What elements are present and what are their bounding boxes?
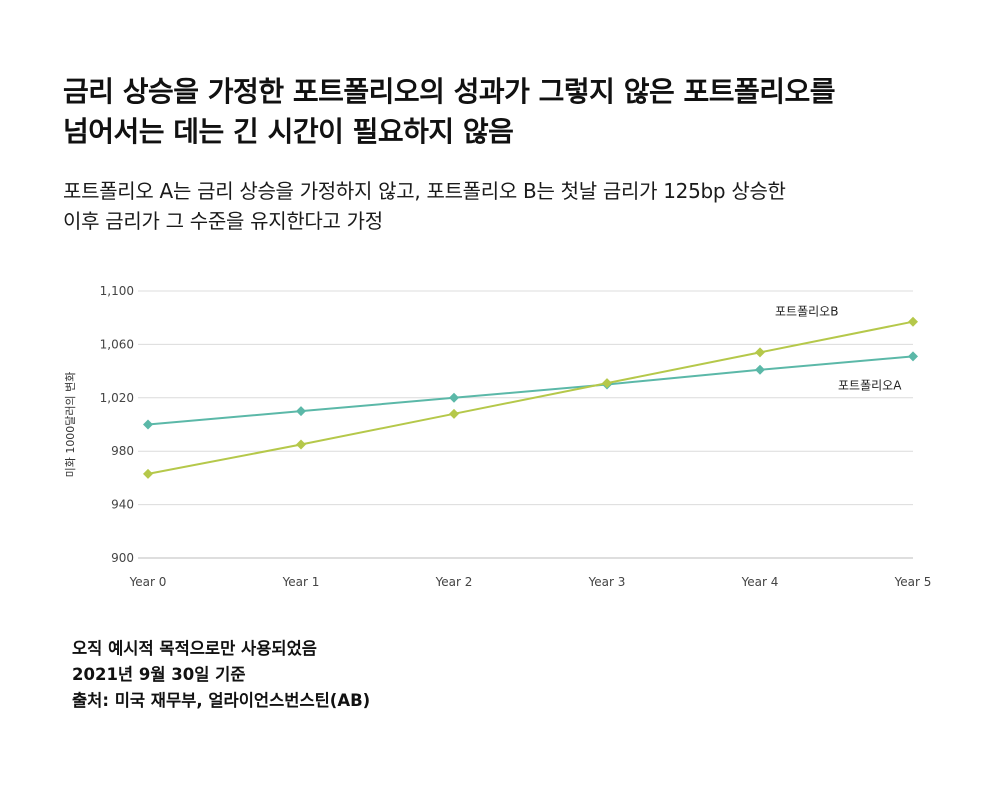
data-point — [296, 439, 306, 450]
footer: 오직 예시적 목적으로만 사용되었음 2021년 9월 30일 기준 출처: 미… — [72, 636, 370, 714]
footer-source: 출처: 미국 재무부, 얼라이언스번스틴(AB) — [72, 691, 371, 710]
x-tick-label: Year 0 — [129, 575, 167, 589]
subtitle-line-2: 이후 금리가 그 수준을 유지한다고 가정 — [63, 209, 383, 233]
x-tick-label: Year 1 — [282, 575, 320, 589]
title-line-2: 넘어서는 데는 긴 시간이 필요하지 않음 — [63, 115, 514, 148]
data-point — [296, 406, 306, 417]
data-point — [143, 468, 153, 479]
y-axis-label: 미화 1000달러의 변화 — [64, 372, 77, 478]
data-point — [755, 364, 765, 375]
y-tick-label: 940 — [111, 498, 134, 512]
x-tick-label: Year 5 — [894, 575, 932, 589]
y-tick-label: 1,060 — [100, 337, 134, 351]
footer-date: 2021년 9월 30일 기준 — [72, 665, 246, 684]
data-point — [449, 408, 459, 419]
chart-subtitle: 포트폴리오 A는 금리 상승을 가정하지 않고, 포트폴리오 B는 첫날 금리가… — [63, 176, 963, 236]
x-axis-ticks: Year 0 Year 1 Year 2 Year 3 Year 4 Year 5 — [129, 575, 932, 589]
footer-note: 오직 예시적 목적으로만 사용되었음 — [72, 639, 317, 658]
title-line-1: 금리 상승을 가정한 포트폴리오의 성과가 그렇지 않은 포트폴리오를 — [63, 75, 836, 108]
series-portfolio-b — [143, 316, 918, 479]
y-axis-ticks: 900 940 980 1,020 1,060 1,100 — [100, 284, 134, 565]
x-tick-label: Year 2 — [435, 575, 473, 589]
chart-title: 금리 상승을 가정한 포트폴리오의 성과가 그렇지 않은 포트폴리오를 넘어서는… — [63, 72, 943, 152]
data-point — [449, 392, 459, 403]
series-line — [147, 355, 914, 426]
data-point — [755, 347, 765, 358]
legend-portfolio-a: 포트폴리오A — [838, 378, 902, 392]
y-tick-label: 900 — [111, 551, 134, 565]
y-tick-label: 1,020 — [100, 391, 134, 405]
series-line — [147, 320, 914, 475]
x-tick-label: Year 3 — [588, 575, 626, 589]
x-tick-label: Year 4 — [741, 575, 779, 589]
data-point — [143, 419, 153, 430]
data-point — [908, 316, 918, 327]
y-tick-label: 1,100 — [100, 284, 134, 298]
data-point — [602, 378, 612, 389]
series-layer — [143, 316, 918, 479]
legend-portfolio-b: 포트폴리오B — [775, 305, 838, 319]
series-portfolio-a — [143, 351, 918, 430]
gridlines — [138, 290, 913, 559]
subtitle-line-1: 포트폴리오 A는 금리 상승을 가정하지 않고, 포트폴리오 B는 첫날 금리가… — [63, 179, 786, 203]
data-point — [908, 351, 918, 362]
y-tick-label: 980 — [111, 444, 134, 458]
